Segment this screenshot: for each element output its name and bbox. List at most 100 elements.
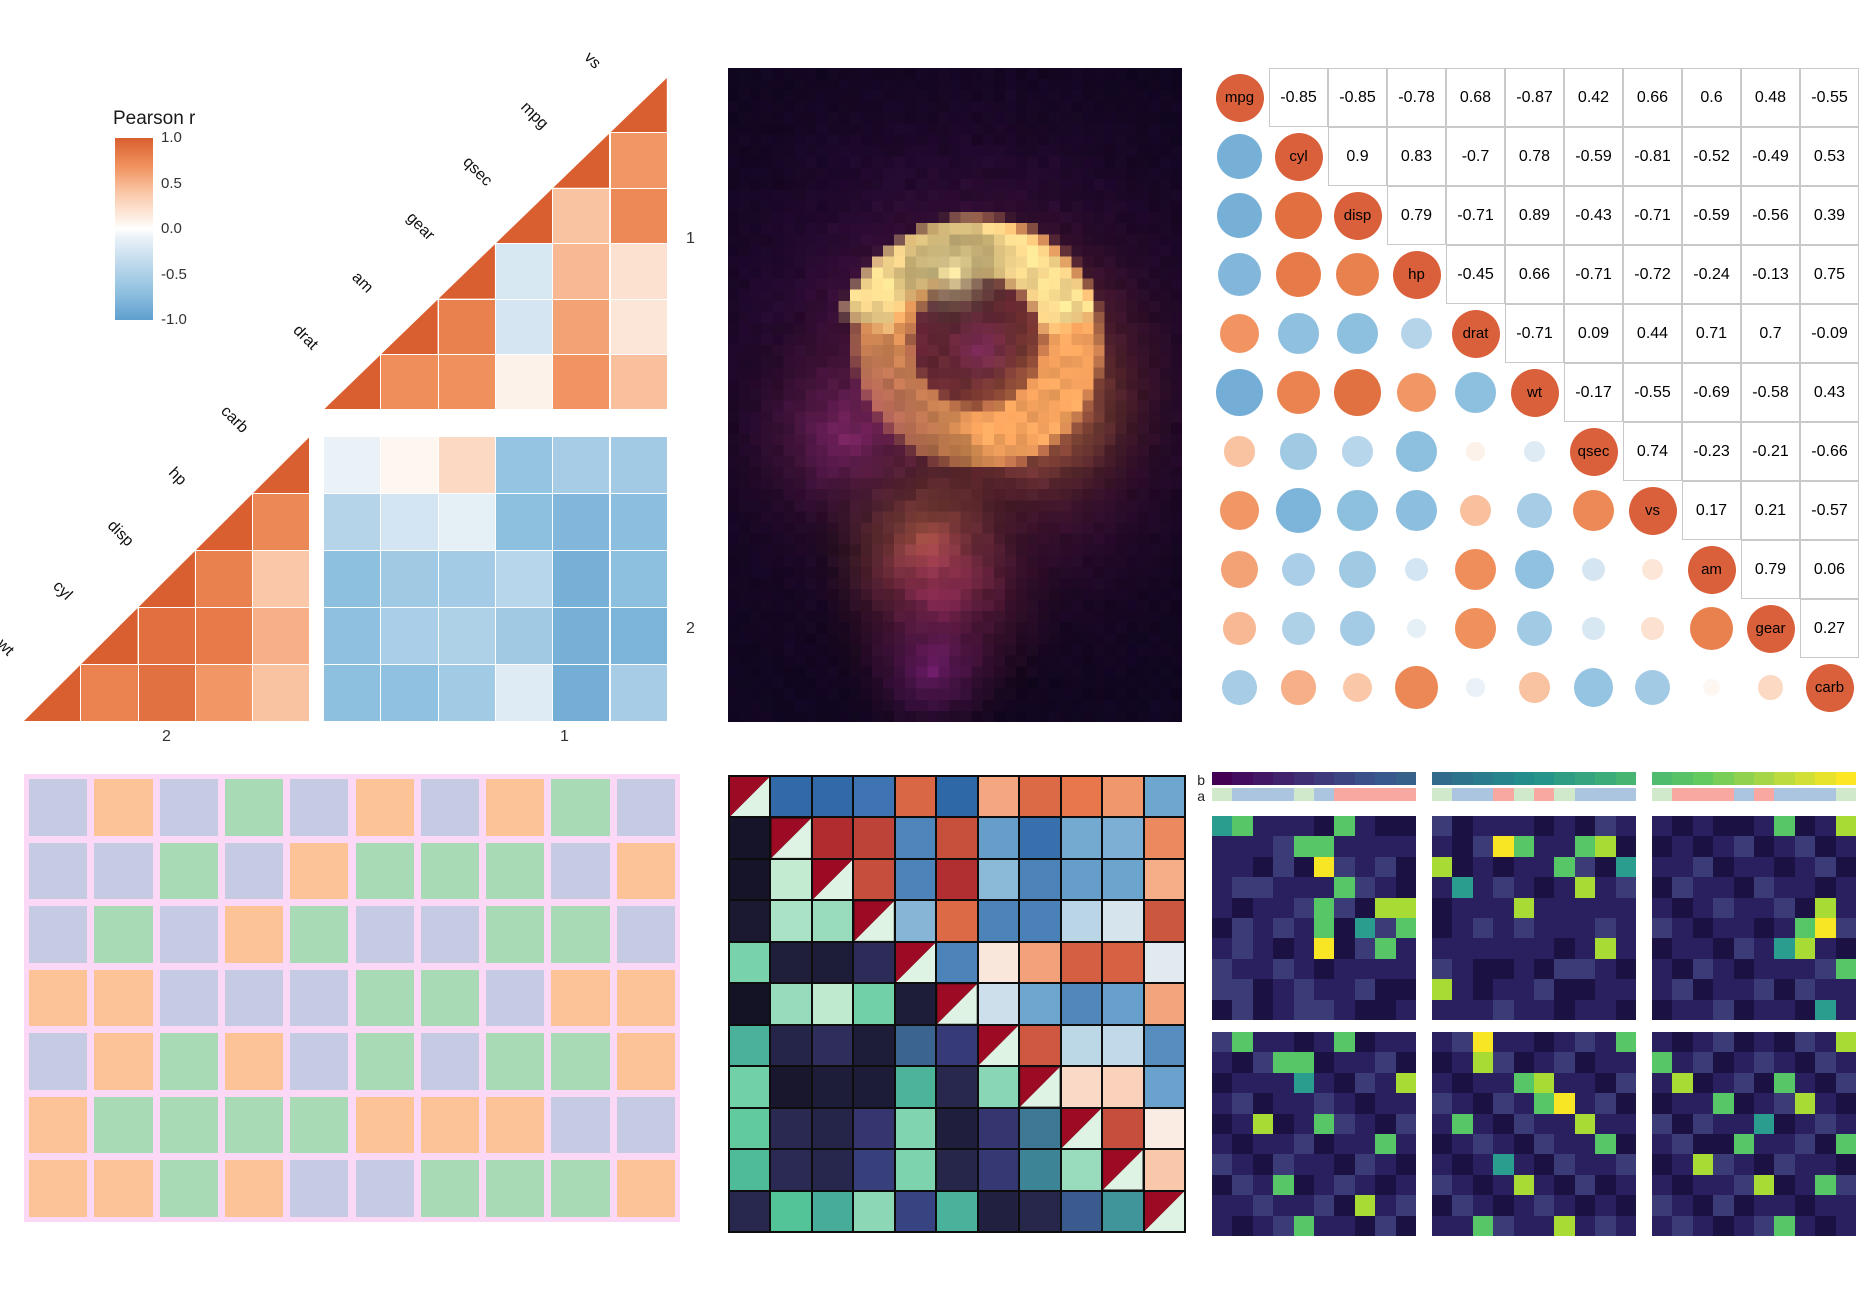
correlation-value-box	[1800, 127, 1859, 186]
heatmap-cell	[253, 494, 310, 550]
heatmap-cell	[1513, 1154, 1534, 1175]
matrix-cell	[895, 984, 936, 1024]
heatmap-cell	[1395, 836, 1416, 857]
heatmap-cell	[1733, 1154, 1754, 1175]
heatmap-cell	[195, 665, 253, 721]
correlation-value-box	[1505, 245, 1564, 304]
correlation-value-box	[1446, 127, 1505, 186]
correlation-circle	[1217, 252, 1262, 297]
matrix-cell	[895, 818, 936, 858]
heatmap-cell	[438, 299, 495, 354]
correlation-circle	[1404, 557, 1429, 582]
heatmap-cell	[1334, 918, 1355, 939]
heatmap-cell	[1395, 1154, 1416, 1175]
heatmap-cell	[1652, 1052, 1673, 1073]
heatmap-cell	[1595, 1134, 1616, 1155]
heatmap-cell	[1554, 1174, 1575, 1196]
heatmap-cell	[1574, 1215, 1596, 1236]
heatmap-cell	[1252, 836, 1274, 857]
heatmap-cell	[438, 665, 495, 721]
matrix-cell	[1061, 1150, 1102, 1190]
heatmap-cell	[1212, 836, 1233, 857]
correlation-value-box	[1800, 68, 1859, 127]
heatmap-cell	[1232, 1154, 1253, 1175]
matrix-cell	[1020, 901, 1060, 941]
correlation-value-box	[1741, 422, 1800, 481]
heatmap-cell	[1212, 1195, 1233, 1216]
correlation-value-box	[1328, 68, 1387, 127]
annotation-a-cell	[1493, 788, 1514, 801]
annotation-a-cell	[1513, 788, 1534, 801]
heatmap-cell	[1232, 1093, 1253, 1114]
matrix-cell	[854, 1191, 894, 1231]
heatmap-cell	[1493, 877, 1514, 898]
heatmap-cell	[1432, 1174, 1453, 1196]
heatmap-cell	[1574, 918, 1596, 939]
heatmap-cell	[1574, 836, 1596, 857]
category-cell	[486, 1096, 545, 1154]
heatmap-cell	[1232, 897, 1253, 918]
correlation-value-box	[1800, 186, 1859, 245]
correlation-value: 0.9	[1346, 147, 1369, 165]
matrix-cell	[937, 1191, 977, 1231]
heatmap-cell	[1472, 856, 1494, 878]
matrix-cell	[1144, 1067, 1184, 1107]
heatmap-cell	[1354, 918, 1376, 939]
matrix-cell	[1103, 901, 1143, 941]
matrix-cell	[978, 942, 1019, 983]
heatmap-cell	[495, 608, 553, 664]
diagonal-half-cell	[81, 608, 138, 664]
heatmap-cell	[1273, 1154, 1294, 1175]
heatmap-cell	[1672, 979, 1693, 1000]
diagonal-variable-label: cyl	[1289, 148, 1308, 165]
heatmap-cell	[1334, 1154, 1355, 1175]
heatmap-cell	[1713, 999, 1734, 1020]
correlation-circle	[1337, 313, 1378, 354]
heatmap-cell	[1672, 1032, 1693, 1053]
matrix-cell	[1020, 1025, 1060, 1066]
correlation-value: -0.78	[1398, 88, 1435, 106]
heatmap-cell	[1232, 1195, 1253, 1216]
heatmap-cell	[1713, 836, 1734, 857]
heatmap-cell	[1395, 1195, 1416, 1216]
heatmap-cell	[610, 299, 667, 354]
heatmap-cell	[1692, 1154, 1714, 1175]
heatmap-cell	[1672, 958, 1693, 980]
matrix-cell	[771, 1150, 811, 1190]
heatmap-cell	[1314, 979, 1335, 1000]
heatmap-cell	[1835, 958, 1856, 980]
heatmap-cell	[1835, 897, 1856, 918]
category-cell	[551, 969, 610, 1027]
annotation-b-cell	[1354, 772, 1376, 785]
heatmap-cell	[1354, 1093, 1376, 1114]
heatmap-cell	[1835, 999, 1856, 1020]
correlation-value-box	[1682, 481, 1741, 540]
category-cell	[224, 1033, 284, 1090]
correlation-circle	[1216, 192, 1263, 239]
heatmap-cell	[1314, 1032, 1335, 1053]
heatmap-cell	[1452, 1215, 1473, 1236]
heatmap-cell	[1452, 958, 1473, 980]
matrix-cell	[937, 818, 977, 858]
heatmap-cell	[1774, 1134, 1795, 1155]
correlation-circle	[1216, 369, 1263, 416]
heatmap-cell	[1432, 1093, 1453, 1114]
heatmap-cell	[1334, 938, 1355, 959]
heatmap-cell	[1472, 918, 1494, 939]
heatmap-cell	[1472, 958, 1494, 980]
heatmap-cell	[1652, 1154, 1673, 1175]
heatmap-cell	[1314, 1072, 1335, 1094]
heatmap-cell	[1472, 877, 1494, 898]
heatmap-cell	[1375, 1154, 1396, 1175]
correlation-value: 0.43	[1813, 383, 1846, 401]
annotation-a-cell	[1595, 788, 1616, 801]
correlation-value: -0.81	[1634, 147, 1671, 165]
category-cell	[355, 969, 414, 1027]
correlation-circle	[1397, 373, 1436, 412]
heatmap-cell	[1432, 918, 1453, 939]
heatmap-cell	[1293, 1134, 1314, 1155]
heatmap-cell	[1672, 816, 1693, 837]
category-cell	[290, 1096, 349, 1154]
heatmap-cell	[381, 437, 438, 493]
heatmap-cell	[138, 608, 195, 664]
